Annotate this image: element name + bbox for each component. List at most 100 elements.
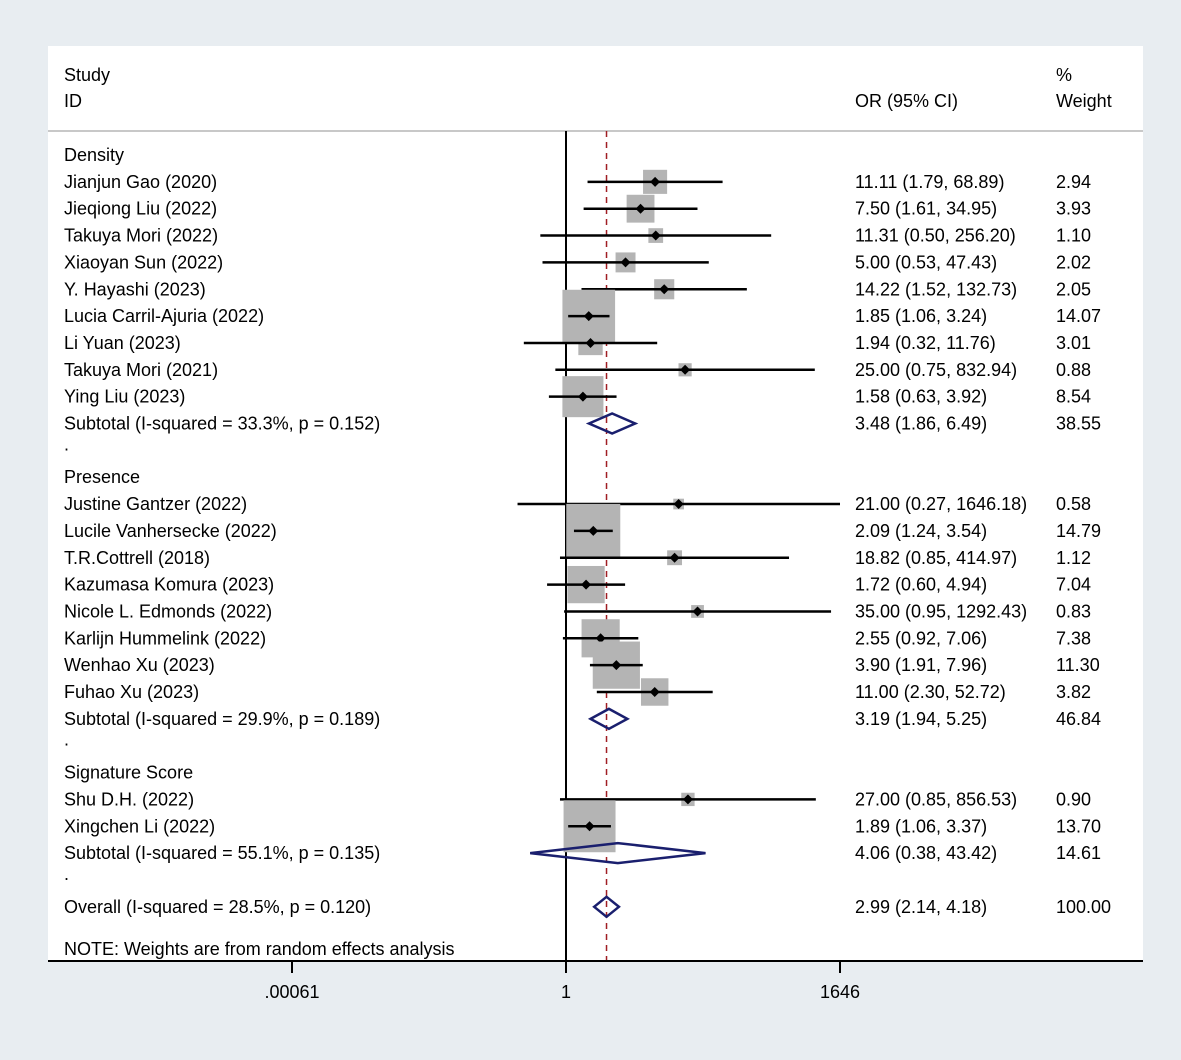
overall-or-ci: 2.99 (2.14, 4.18) xyxy=(855,897,987,917)
or-ci-value: 27.00 (0.85, 856.53) xyxy=(855,789,1017,809)
or-ci-value: 1.85 (1.06, 3.24) xyxy=(855,306,987,326)
weight-value: 3.01 xyxy=(1056,333,1091,353)
group-separator: . xyxy=(64,730,69,750)
group-label: Signature Score xyxy=(64,763,193,783)
point-estimate xyxy=(680,364,691,375)
x-tick-label: .00061 xyxy=(264,982,319,1002)
weight-value: 1.12 xyxy=(1056,548,1091,568)
subtotal-label: Subtotal (I-squared = 29.9%, p = 0.189) xyxy=(64,709,380,729)
or-ci-value: 2.09 (1.24, 3.54) xyxy=(855,521,987,541)
study-label: Kazumasa Komura (2023) xyxy=(64,575,274,595)
or-ci-value: 14.22 (1.52, 132.73) xyxy=(855,279,1017,299)
point-estimate xyxy=(585,337,596,348)
point-estimate xyxy=(577,391,588,402)
or-ci-value: 21.00 (0.27, 1646.18) xyxy=(855,494,1027,514)
or-ci-value: 1.58 (0.63, 3.92) xyxy=(855,387,987,407)
weight-value: 3.82 xyxy=(1056,682,1091,702)
point-estimate xyxy=(682,794,693,805)
or-ci-value: 1.72 (0.60, 4.94) xyxy=(855,575,987,595)
point-estimate xyxy=(611,660,622,671)
subtotal-weight: 38.55 xyxy=(1056,414,1101,434)
study-label: Y. Hayashi (2023) xyxy=(64,279,206,299)
weight-value: 14.79 xyxy=(1056,521,1101,541)
weight-value: 0.58 xyxy=(1056,494,1091,514)
subtotal-diamond xyxy=(585,412,639,435)
weight-value: 0.88 xyxy=(1056,360,1091,380)
or-ci-value: 1.94 (0.32, 11.76) xyxy=(855,333,996,353)
subtotal-label: Subtotal (I-squared = 55.1%, p = 0.135) xyxy=(64,843,380,863)
or-ci-value: 11.11 (1.79, 68.89) xyxy=(855,172,1004,192)
study-label: Li Yuan (2023) xyxy=(64,333,181,353)
weight-value: 7.38 xyxy=(1056,628,1091,648)
weight-value: 11.30 xyxy=(1056,655,1100,675)
subtotal-weight: 46.84 xyxy=(1056,709,1101,729)
study-label: Karlijn Hummelink (2022) xyxy=(64,628,266,648)
point-estimate xyxy=(635,203,646,214)
header-study: Study xyxy=(64,65,110,85)
study-label: Takuya Mori (2022) xyxy=(64,226,218,246)
study-label: Shu D.H. (2022) xyxy=(64,789,194,809)
weight-value: 8.54 xyxy=(1056,387,1091,407)
point-estimate xyxy=(650,230,661,241)
subtotal-label: Subtotal (I-squared = 33.3%, p = 0.152) xyxy=(64,414,380,434)
study-label: Xiaoyan Sun (2022) xyxy=(64,252,223,272)
or-ci-value: 25.00 (0.75, 832.94) xyxy=(855,360,1017,380)
overall-weight: 100.00 xyxy=(1056,897,1111,917)
weight-value: 2.02 xyxy=(1056,252,1091,272)
header-or: OR (95% CI) xyxy=(855,91,958,111)
point-estimate xyxy=(669,552,680,563)
study-label: Xingchen Li (2022) xyxy=(64,816,215,836)
group-separator: . xyxy=(64,434,69,454)
overall-label: Overall (I-squared = 28.5%, p = 0.120) xyxy=(64,897,371,917)
or-ci-value: 18.82 (0.85, 414.97) xyxy=(855,548,1017,568)
forest-rows: Density Jianjun Gao (2020) 11.11 (1.79, 68… xyxy=(64,131,1111,961)
subtotal-diamond xyxy=(530,841,706,865)
group-label: Density xyxy=(64,145,124,165)
study-label: Jieqiong Liu (2022) xyxy=(64,199,217,219)
point-estimate xyxy=(588,525,599,536)
point-estimate xyxy=(584,821,595,832)
plot-marks xyxy=(517,169,841,919)
header-weight: Weight xyxy=(1056,91,1112,111)
subtotal-or-ci: 4.06 (0.38, 43.42) xyxy=(855,843,997,863)
study-label: Takuya Mori (2021) xyxy=(64,360,218,380)
or-ci-value: 11.31 (0.50, 256.20) xyxy=(855,226,1016,246)
header-id: ID xyxy=(64,91,82,111)
point-estimate xyxy=(673,499,684,510)
weight-value: 0.90 xyxy=(1056,789,1091,809)
weight-value: 3.93 xyxy=(1056,199,1091,219)
or-ci-value: 35.00 (0.95, 1292.43) xyxy=(855,601,1027,621)
study-label: T.R.Cottrell (2018) xyxy=(64,548,210,568)
point-estimate xyxy=(692,606,703,617)
subtotal-or-ci: 3.48 (1.86, 6.49) xyxy=(855,414,987,434)
or-ci-value: 2.55 (0.92, 7.06) xyxy=(855,628,987,648)
subtotal-weight: 14.61 xyxy=(1056,843,1101,863)
weight-value: 1.10 xyxy=(1056,226,1091,246)
x-axis: .00061 1 1646 xyxy=(264,961,860,1002)
or-ci-value: 5.00 (0.53, 47.43) xyxy=(855,252,997,272)
header-percent: % xyxy=(1056,65,1072,85)
weight-value: 7.04 xyxy=(1056,575,1091,595)
point-estimate xyxy=(659,284,670,295)
study-label: Nicole L. Edmonds (2022) xyxy=(64,601,272,621)
point-estimate xyxy=(595,633,606,644)
point-estimate xyxy=(583,311,594,322)
x-tick-label: 1 xyxy=(561,982,571,1002)
group-separator: . xyxy=(64,864,69,884)
study-label: Lucile Vanhersecke (2022) xyxy=(64,521,277,541)
study-label: Jianjun Gao (2020) xyxy=(64,172,217,192)
group-label: Presence xyxy=(64,467,140,487)
x-tick-label: 1646 xyxy=(820,982,860,1002)
point-estimate xyxy=(650,176,661,187)
weight-value: 2.94 xyxy=(1056,172,1091,192)
subtotal-diamond xyxy=(587,707,630,731)
footnote: NOTE: Weights are from random effects an… xyxy=(64,939,454,959)
subtotal-or-ci: 3.19 (1.94, 5.25) xyxy=(855,709,987,729)
point-estimate xyxy=(620,257,631,268)
study-label: Lucia Carril-Ajuria (2022) xyxy=(64,306,264,326)
overall-diamond xyxy=(592,895,621,919)
weight-value: 14.07 xyxy=(1056,306,1101,326)
study-label: Ying Liu (2023) xyxy=(64,387,185,407)
or-ci-value: 7.50 (1.61, 34.95) xyxy=(855,199,997,219)
